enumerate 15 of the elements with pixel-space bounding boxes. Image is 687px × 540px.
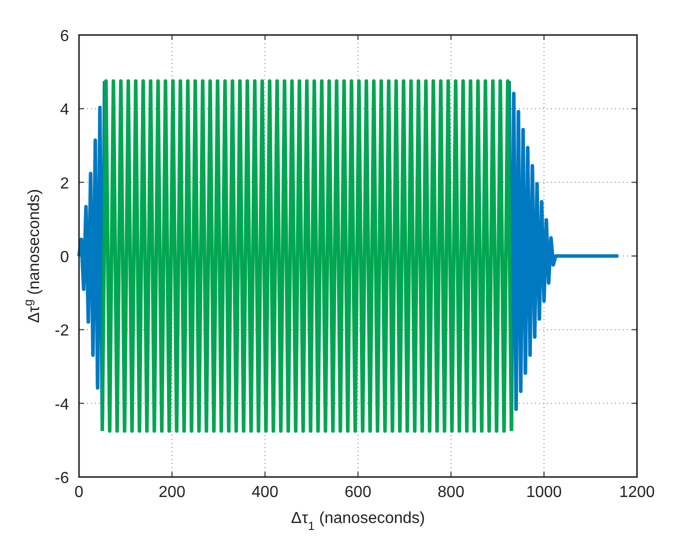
x-tick-label: 1200 <box>619 484 655 501</box>
y-tick-label: 6 <box>60 28 70 45</box>
y-tick-label: 4 <box>60 102 70 119</box>
y-tick-label: -2 <box>54 322 70 340</box>
y-tick-label: -6 <box>54 470 70 487</box>
x-tick-label: 200 <box>158 484 186 501</box>
y-tick-label: 2 <box>60 175 70 192</box>
x-tick-label: 400 <box>252 484 278 501</box>
x-tick-label: 0 <box>74 484 84 501</box>
x-tick-label: 800 <box>438 484 464 501</box>
y-tick-label: -4 <box>54 396 70 414</box>
x-tick-label: 600 <box>344 484 372 501</box>
y-tick-label: 0 <box>60 249 70 266</box>
x-tick-label: 1000 <box>526 484 562 501</box>
x-axis-title: Δτ$_{1}$ (nanoseconds) <box>291 510 425 533</box>
